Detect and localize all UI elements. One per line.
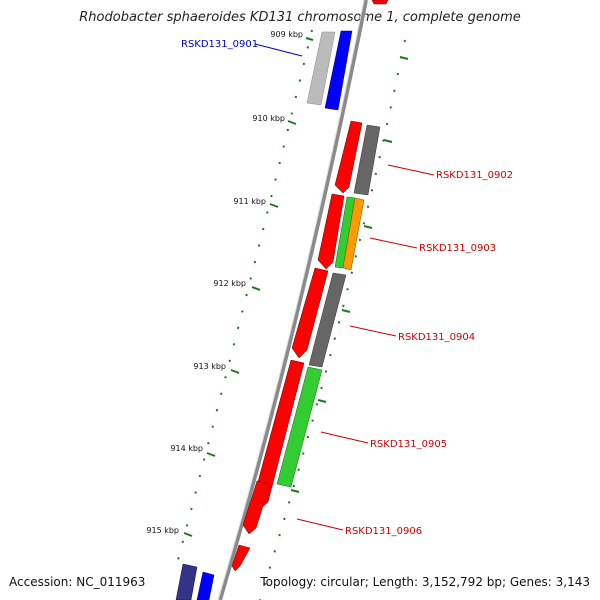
gene-red-f — [231, 544, 251, 572]
genome-summary: Topology: circular; Length: 3,152,792 bp… — [260, 575, 590, 589]
gene-red-a — [334, 120, 363, 194]
leader-0905 — [320, 431, 369, 444]
gene-label-0902: RSKD131_0902 — [436, 170, 513, 181]
leader-lines — [254, 43, 435, 531]
gene-label-0906: RSKD131_0906 — [345, 526, 422, 537]
gene-0901 — [324, 30, 353, 111]
tick-outer-6 — [290, 489, 300, 493]
scale-label-912: 912 kbp — [213, 279, 246, 288]
gene-0901-grey — [306, 31, 336, 106]
scale-label-914: 914 kbp — [170, 444, 203, 453]
tick-915 — [183, 532, 193, 537]
scale-label-909: 909 kbp — [270, 30, 303, 39]
gene-navy — [175, 563, 198, 600]
gene-red-d — [252, 359, 305, 510]
tick-914 — [206, 452, 216, 457]
tick-outer-5 — [317, 399, 327, 403]
tick-910 — [287, 120, 297, 125]
reverse-strand-genes — [175, 0, 389, 600]
gene-red-c — [291, 267, 329, 359]
backbone-highlight — [217, 0, 365, 600]
leader-0906 — [296, 518, 344, 531]
tick-913 — [230, 369, 240, 374]
leader-0903 — [369, 237, 418, 249]
gene-label-0903: RSKD131_0903 — [419, 243, 496, 254]
scale-label-911: 911 kbp — [233, 197, 266, 206]
gene-0905 — [276, 366, 323, 488]
genome-backbone — [218, 0, 368, 600]
accession-text: Accession: NC_011963 — [9, 575, 146, 589]
gene-labels: RSKD131_0901 RSKD131_0902 RSKD131_0903 R… — [181, 39, 513, 537]
map-title: Rhodobacter sphaeroides KD131 chromosome… — [79, 10, 521, 25]
tick-912 — [251, 286, 261, 291]
tick-outer-2 — [383, 139, 393, 143]
scale-labels: 909 kbp 910 kbp 911 kbp 912 kbp 913 kbp … — [146, 30, 303, 535]
gene-0903-orange — [342, 197, 365, 271]
tick-909 — [305, 37, 314, 41]
gene-label-0901: RSKD131_0901 — [181, 39, 258, 50]
tick-outer-1 — [399, 56, 409, 60]
leader-0901 — [254, 43, 303, 57]
leader-0902 — [387, 164, 435, 176]
scale-ticks — [183, 37, 409, 537]
gene-0904 — [308, 272, 347, 368]
gene-0902 — [353, 124, 381, 196]
tick-outer-4 — [341, 309, 351, 313]
gene-red-top — [371, 0, 389, 5]
tick-outer-3 — [363, 225, 373, 229]
leader-0904 — [349, 325, 397, 337]
scale-label-915: 915 kbp — [146, 526, 179, 535]
gene-red-e — [242, 480, 271, 535]
scale-label-910: 910 kbp — [252, 114, 285, 123]
forward-strand-genes — [276, 124, 381, 488]
gene-label-0905: RSKD131_0905 — [370, 439, 447, 450]
tick-911 — [269, 203, 279, 208]
gene-red-b — [317, 193, 345, 270]
scale-label-913: 913 kbp — [193, 362, 226, 371]
gene-blue-bottom — [196, 571, 215, 600]
gene-label-0904: RSKD131_0904 — [398, 332, 475, 343]
